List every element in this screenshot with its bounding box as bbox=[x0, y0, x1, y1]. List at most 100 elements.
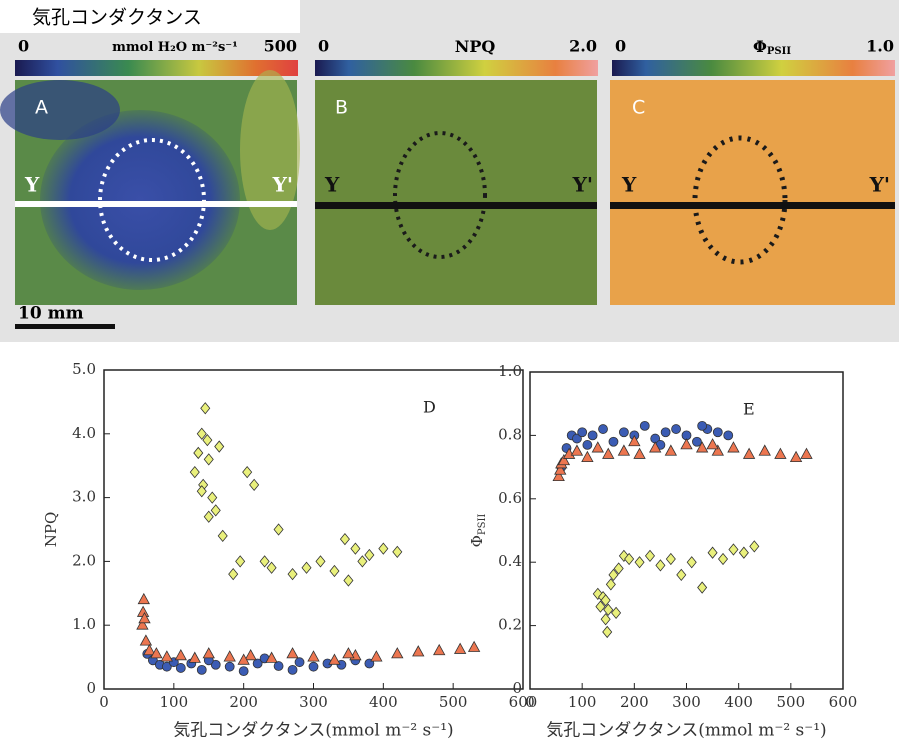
point bbox=[603, 448, 614, 458]
point bbox=[243, 467, 252, 478]
point bbox=[250, 479, 259, 490]
point bbox=[204, 454, 213, 465]
x-axis-label: 気孔コンダクタンス(mmol m⁻² s⁻¹) bbox=[546, 721, 826, 741]
point bbox=[698, 421, 707, 430]
point bbox=[571, 445, 582, 455]
point bbox=[692, 437, 701, 446]
point bbox=[677, 569, 686, 580]
point bbox=[708, 547, 717, 558]
point bbox=[138, 594, 149, 604]
point bbox=[204, 511, 213, 522]
figure: 気孔コンダクタンス 10 mm 010020030040050060001.02… bbox=[0, 0, 899, 749]
point bbox=[260, 556, 269, 567]
point bbox=[588, 431, 597, 440]
point bbox=[194, 447, 203, 458]
panel-label: B bbox=[335, 97, 348, 119]
y-axis-label-text: Φ bbox=[468, 535, 486, 547]
point bbox=[365, 550, 374, 561]
scale-max: 500 bbox=[264, 37, 297, 56]
point bbox=[245, 650, 256, 660]
scale-max: 2.0 bbox=[569, 37, 597, 56]
image-panel bbox=[315, 80, 597, 305]
y-tick-label: 0 bbox=[512, 679, 522, 697]
point bbox=[634, 448, 645, 458]
panel-label: A bbox=[35, 97, 48, 119]
scale-min: 0 bbox=[18, 37, 29, 56]
point bbox=[208, 492, 217, 503]
point bbox=[583, 440, 592, 449]
scale-title-text: mmol H₂O m⁻²s⁻¹ bbox=[112, 40, 238, 55]
point bbox=[619, 428, 628, 437]
panel-annotation: E bbox=[743, 400, 755, 419]
point bbox=[330, 565, 339, 576]
image-blob bbox=[0, 80, 120, 140]
point bbox=[582, 452, 593, 462]
point bbox=[698, 582, 707, 593]
x-tick-label: 200 bbox=[620, 693, 649, 711]
point bbox=[203, 648, 214, 658]
point bbox=[295, 658, 304, 667]
point bbox=[267, 562, 276, 573]
point bbox=[371, 651, 382, 661]
point bbox=[687, 557, 696, 568]
point bbox=[661, 428, 670, 437]
colorbar bbox=[612, 60, 895, 76]
scale-bar bbox=[15, 324, 115, 329]
point bbox=[344, 575, 353, 586]
point bbox=[239, 667, 248, 676]
y-tick-label: 4.0 bbox=[72, 424, 96, 442]
point bbox=[379, 543, 388, 554]
y-tick-label: 2.0 bbox=[72, 551, 96, 569]
point bbox=[775, 448, 786, 458]
point bbox=[750, 541, 759, 552]
point bbox=[739, 547, 748, 558]
point bbox=[413, 646, 424, 656]
point bbox=[645, 550, 654, 561]
point bbox=[801, 448, 812, 458]
x-tick-label: 500 bbox=[439, 693, 468, 711]
point bbox=[719, 554, 728, 565]
y-tick-label: 1.0 bbox=[72, 615, 96, 633]
point bbox=[656, 560, 665, 571]
point bbox=[592, 442, 603, 452]
point bbox=[434, 645, 445, 655]
colorbar bbox=[315, 60, 598, 76]
x-tick-label: 300 bbox=[299, 693, 328, 711]
y-axis-label: ΦPSII bbox=[468, 514, 488, 548]
x-tick-label: 300 bbox=[672, 693, 701, 711]
y-tick-label: 0.8 bbox=[498, 425, 522, 443]
point bbox=[618, 445, 629, 455]
scale-min: 0 bbox=[318, 37, 329, 56]
image-panel bbox=[610, 80, 895, 305]
scale-min: 0 bbox=[615, 37, 626, 56]
figure-title: 気孔コンダクタンス bbox=[32, 7, 202, 29]
x-tick-label: 400 bbox=[369, 693, 398, 711]
point bbox=[229, 569, 238, 580]
transect-right: Y' bbox=[272, 173, 293, 197]
point bbox=[288, 569, 297, 580]
point bbox=[729, 544, 738, 555]
point bbox=[609, 437, 618, 446]
point bbox=[744, 448, 755, 458]
point bbox=[190, 467, 199, 478]
point bbox=[175, 650, 186, 660]
point bbox=[578, 428, 587, 437]
scale-bar-label: 10 mm bbox=[18, 304, 84, 324]
point bbox=[308, 651, 319, 661]
transect-left: Y bbox=[24, 173, 40, 197]
point bbox=[393, 546, 402, 557]
point bbox=[218, 530, 227, 541]
point bbox=[340, 534, 349, 545]
scale-title: NPQ bbox=[455, 37, 496, 56]
panel-annotation: D bbox=[423, 398, 436, 417]
point bbox=[666, 554, 675, 565]
point bbox=[713, 428, 722, 437]
point bbox=[302, 562, 311, 573]
scale-title: mmol H₂O m⁻²s⁻¹ bbox=[112, 40, 238, 55]
point bbox=[681, 439, 692, 449]
point bbox=[469, 642, 480, 652]
y-axis-label-sub: PSII bbox=[477, 514, 488, 536]
point bbox=[215, 441, 224, 452]
point bbox=[707, 439, 718, 449]
x-tick-label: 100 bbox=[160, 693, 189, 711]
